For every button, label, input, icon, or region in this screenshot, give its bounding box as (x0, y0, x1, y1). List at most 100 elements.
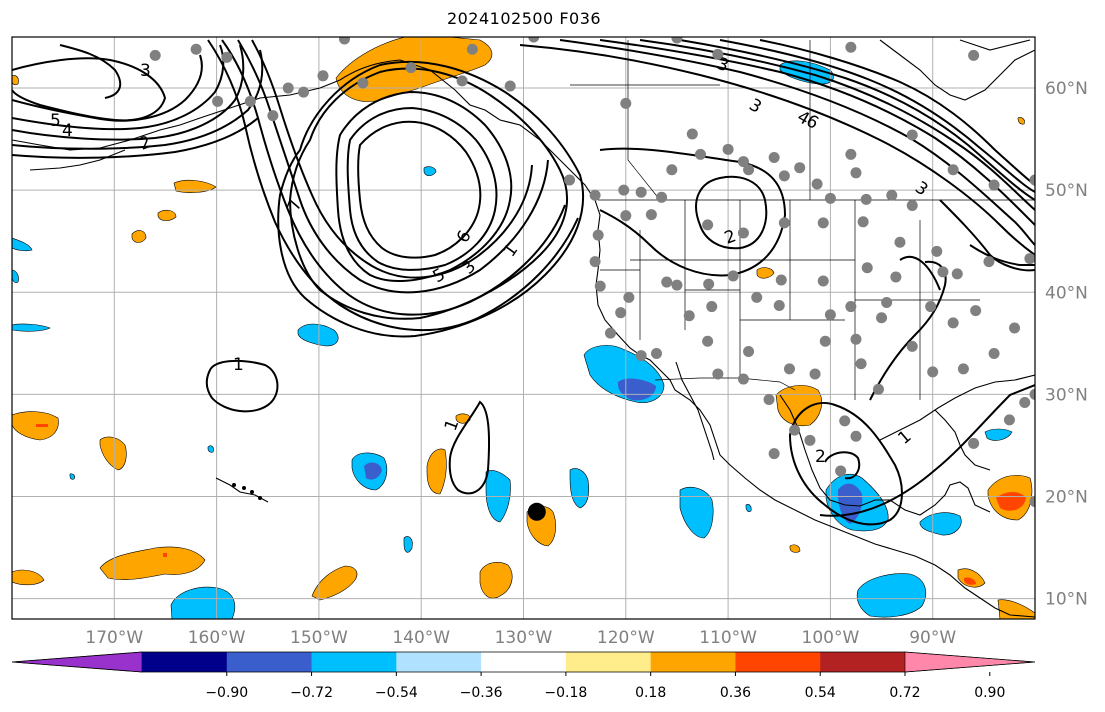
longitude-tick-label: 170°W (85, 628, 143, 648)
station-dot (906, 199, 918, 211)
contour-lines (12, 39, 1035, 526)
station-dot (857, 216, 869, 228)
station-dot (615, 307, 627, 319)
station-dot (850, 430, 862, 442)
latitude-tick-label: 30°N (1045, 385, 1088, 405)
contour-label: 5 (50, 111, 61, 131)
colorbar-outline (11, 651, 1036, 673)
hawaii-islands (232, 483, 262, 500)
colorbar-under-triangle (11, 651, 143, 673)
contour-label: 1 (233, 355, 244, 375)
station-dot (722, 143, 734, 155)
station-dot (661, 276, 673, 288)
station-dot (1060, 333, 1071, 344)
contour-label: 4 (62, 121, 73, 141)
longitude-tick-label: 130°W (495, 628, 553, 648)
colorbar-segment (396, 652, 482, 672)
station-dot (876, 312, 888, 324)
colorbar-tick-label: 0.36 (720, 685, 751, 701)
station-dot (1060, 455, 1071, 466)
station-dot (947, 164, 959, 176)
station-dot (824, 309, 836, 321)
station-dot (338, 37, 350, 45)
station-dot (592, 229, 604, 241)
station-dot (947, 317, 959, 329)
station-dot (1019, 397, 1031, 409)
station-dot (671, 37, 683, 44)
station-dot (666, 164, 678, 176)
station-dot (282, 82, 294, 94)
station-dot (886, 189, 898, 201)
station-dot (618, 184, 630, 196)
colorbar-tick-labels: −0.90 −0.72 −0.54 −0.36 −0.18 0.18 0.36 0.54 0.7… (205, 672, 1005, 701)
station-dot (983, 256, 995, 268)
station-dot (968, 49, 980, 61)
strong-cold-anomaly-core (364, 378, 863, 524)
longitude-tick-labels: 170°W 160°W 150°W 140°W 130°W 120°W 110°W 100°W… (85, 628, 956, 648)
station-dot (594, 280, 606, 292)
longitude-tick-label: 140°W (392, 628, 450, 648)
longitude-tick-label: 110°W (699, 628, 757, 648)
station-dot (671, 279, 683, 291)
station-dot (778, 217, 790, 229)
station-dot (635, 350, 647, 362)
station-dot (775, 274, 787, 286)
coastlines (12, 39, 1035, 618)
station-dot (149, 49, 161, 61)
station-markers (149, 37, 1071, 508)
station-dot (768, 151, 780, 163)
latitude-tick-label: 60°N (1045, 79, 1088, 99)
warm-anomaly-fill (12, 37, 1035, 619)
station-dot (703, 278, 715, 290)
station-dot (783, 363, 795, 375)
colorbar-segment (650, 652, 736, 672)
station-dot (702, 335, 714, 347)
station-dot (589, 256, 601, 268)
map-title: 2024102500 F036 (446, 9, 602, 28)
station-dot (1029, 496, 1035, 508)
station-dot (845, 41, 857, 53)
station-dot (988, 179, 1000, 191)
latitude-tick-labels: 60°N 50°N 40°N 30°N 20°N 10°N (1045, 79, 1088, 610)
latitude-tick-label: 20°N (1045, 487, 1088, 507)
station-dot (357, 77, 369, 89)
station-dot (317, 70, 329, 82)
station-dot (656, 191, 668, 203)
map-canvas: 1 1 1 1 2 2 3 3 3 3 4 4 5 5 6 6 3 7 2 (12, 37, 1071, 619)
colorbar-over-triangle (904, 651, 1036, 673)
station-dot (988, 348, 1000, 360)
station-dot (850, 333, 862, 345)
station-dot (804, 434, 816, 446)
colorbar-segment (735, 652, 821, 672)
station-dot (768, 448, 780, 460)
colorbar-segment (565, 652, 652, 672)
station-dot (881, 296, 893, 308)
station-dot (1024, 253, 1035, 265)
station-dot (702, 219, 714, 231)
station-dot (794, 162, 806, 174)
station-dot (737, 227, 749, 239)
station-dot (835, 465, 847, 477)
station-dot (683, 310, 695, 322)
colorbar-segment (311, 652, 397, 672)
station-dot (1050, 261, 1061, 272)
station-dot (824, 192, 836, 204)
contour-label: 3 (140, 61, 151, 81)
colorbar-tick-label: −0.90 (205, 685, 248, 701)
colorbar-tick-label: 0.90 (974, 685, 1005, 701)
station-dot (951, 268, 963, 280)
station-dot (456, 75, 468, 87)
station-dot (635, 186, 647, 198)
station-dot (850, 167, 862, 179)
station-dot (244, 95, 256, 107)
station-dot (712, 48, 724, 60)
station-dot (927, 366, 939, 378)
station-dot (809, 368, 821, 380)
station-dot (466, 43, 478, 55)
station-dot (906, 129, 918, 141)
colorbar-segment (481, 652, 567, 672)
station-dot (890, 271, 902, 283)
station-dot (623, 291, 635, 303)
station-dot (686, 128, 698, 140)
colorbar-segment (226, 652, 313, 672)
